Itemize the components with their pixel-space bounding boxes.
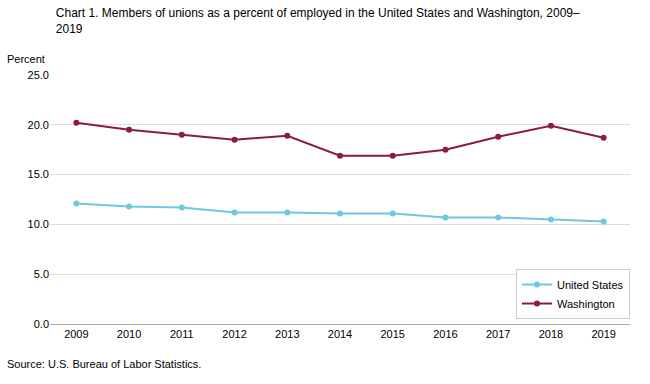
svg-text:2013: 2013 <box>275 328 299 340</box>
svg-text:2017: 2017 <box>486 328 510 340</box>
svg-text:2019: 2019 <box>591 328 615 340</box>
svg-text:Washington: Washington <box>557 298 615 310</box>
svg-text:Percent: Percent <box>7 53 45 65</box>
svg-text:2012: 2012 <box>222 328 246 340</box>
svg-text:0.0: 0.0 <box>34 318 49 330</box>
svg-text:5.0: 5.0 <box>34 268 49 280</box>
svg-text:2010: 2010 <box>117 328 141 340</box>
svg-text:2018: 2018 <box>539 328 563 340</box>
svg-text:2015: 2015 <box>380 328 404 340</box>
svg-text:25.0: 25.0 <box>28 69 49 81</box>
svg-text:2011: 2011 <box>170 328 194 340</box>
svg-text:2009: 2009 <box>64 328 88 340</box>
svg-text:Chart 1. Members of unions as: Chart 1. Members of unions as a percent … <box>56 6 580 36</box>
svg-text:United States: United States <box>557 279 624 291</box>
svg-text:2016: 2016 <box>433 328 457 340</box>
svg-text:10.0: 10.0 <box>28 218 49 230</box>
svg-text:Source: U.S. Bureau of Labor S: Source: U.S. Bureau of Labor Statistics. <box>7 358 201 370</box>
svg-text:15.0: 15.0 <box>28 168 49 180</box>
svg-text:2014: 2014 <box>328 328 352 340</box>
svg-text:20.0: 20.0 <box>28 119 49 131</box>
